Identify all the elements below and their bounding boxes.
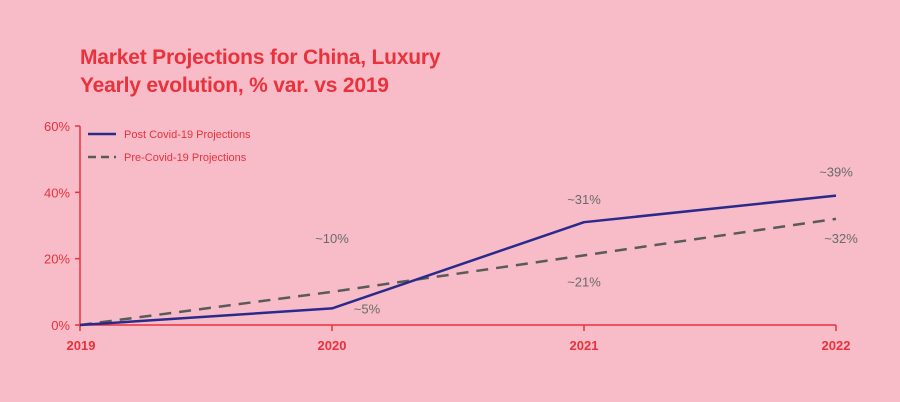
- x-tick-label-3: 2022: [822, 338, 851, 353]
- series-line-pre-covid: [79, 217, 837, 327]
- data-labels: ~5% ~31% ~39% ~10% ~21% ~32%: [315, 165, 858, 317]
- y-tick-label-2: 40%: [44, 185, 70, 200]
- data-label-1-3: ~32%: [824, 231, 858, 246]
- data-label-1-2: ~21%: [567, 274, 601, 289]
- chart-title-block: Market Projections for China, Luxury Yea…: [80, 44, 441, 100]
- chart-subtitle: Yearly evolution, % var. vs 2019: [80, 74, 389, 97]
- x-tick-label-1: 2020: [318, 338, 347, 353]
- legend: Post Covid-19 Projections Pre-Covid-19 Pr…: [88, 129, 251, 164]
- y-tick-label-3: 60%: [44, 119, 70, 134]
- x-tick-label-0: 2019: [67, 338, 96, 353]
- series-lines: [79, 194, 837, 327]
- chart-title: Market Projections for China, Luxury: [80, 46, 441, 69]
- axes: 0% 20% 40% 60% 2019 2020 2021 2022: [44, 119, 850, 353]
- x-tick-label-2: 2021: [570, 338, 599, 353]
- data-label-1-1: ~10%: [315, 231, 349, 246]
- data-label-0-2: ~31%: [567, 192, 601, 207]
- y-tick-label-0: 0%: [51, 318, 70, 333]
- data-label-0-3: ~39%: [819, 165, 853, 180]
- data-label-0-1: ~5%: [354, 301, 381, 316]
- legend-label-1: Pre-Covid-19 Projections: [124, 152, 247, 164]
- series-line-post-covid: [79, 194, 837, 327]
- y-tick-label-1: 20%: [44, 252, 70, 267]
- legend-label-0: Post Covid-19 Projections: [124, 129, 251, 141]
